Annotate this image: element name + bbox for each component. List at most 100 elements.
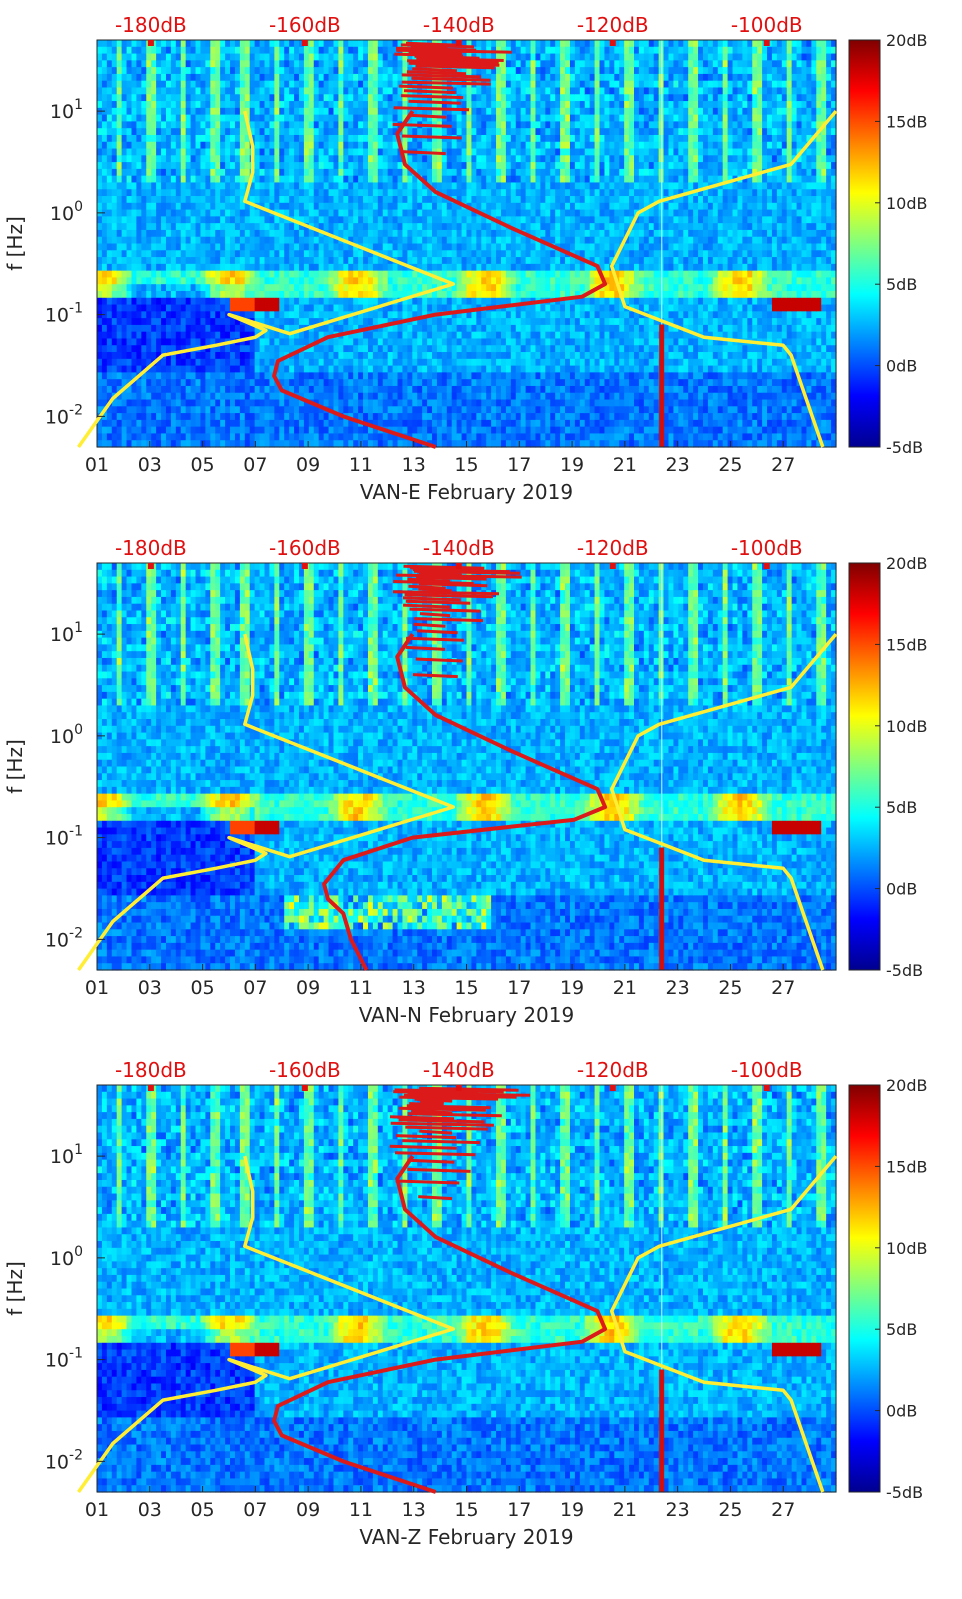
colorbar-label: 5dB [886,798,917,817]
colorbar-label: 15dB [886,112,928,131]
x-tick-label: 17 [507,1499,531,1521]
colorbar-label: 20dB [886,554,928,573]
top-tick-mark [764,1085,770,1091]
noise-peak [407,579,450,581]
colorbar-label: -5dB [886,961,923,980]
colorbar-label: 20dB [886,1076,928,1095]
top-tick-label: -140dB [423,1058,495,1082]
top-tick-label: -180dB [115,1058,187,1082]
noise-peak [416,659,463,661]
noise-peak [396,1136,456,1138]
noise-peak [408,1114,502,1116]
noise-peak [391,1123,494,1125]
colorbar-label: 0dB [886,357,917,376]
noise-peak [390,1117,454,1119]
top-tick-label: -120dB [577,13,649,37]
x-tick-label: 21 [613,977,637,999]
top-tick-mark [610,563,616,569]
noise-peak [407,1106,491,1108]
colorbar-label: 15dB [886,1157,928,1176]
y-tick-label: 101 [50,1142,83,1168]
colorbar-label: 0dB [886,1402,917,1421]
colorbar-label: 5dB [886,1320,917,1339]
noise-peak [402,1141,480,1143]
top-tick-label: -100dB [731,1058,803,1082]
x-tick-label: 01 [85,1499,109,1521]
noise-peak [402,136,462,138]
y-tick-label: 100 [50,199,83,225]
x-tick-label: 23 [666,977,690,999]
noise-peak [420,614,450,616]
x-tick-label: 11 [349,454,373,476]
noise-peak [407,1160,454,1162]
top-tick-mark [456,40,462,46]
y-axis-label: f [Hz] [3,1261,27,1316]
noise-peak [399,86,453,88]
noise-peak [402,75,481,77]
colorbar-label: -5dB [886,1483,923,1502]
y-tick-label: 10-2 [45,1447,83,1473]
x-tick-label: 13 [402,1499,426,1521]
x-tick-label: 17 [507,454,531,476]
top-tick-mark [764,563,770,569]
noise-peak [395,1153,475,1155]
top-tick-mark [456,563,462,569]
x-axis-label: VAN-Z February 2019 [359,1525,573,1549]
top-tick-label: -120dB [577,1058,649,1082]
noise-peak [406,647,445,649]
y-tick-label: 10-2 [45,925,83,951]
x-tick-label: 15 [454,1499,478,1521]
noise-peak [412,69,457,71]
x-tick-label: 01 [85,454,109,476]
colorbar-label: 0dB [886,880,917,899]
top-tick-label: -180dB [115,536,187,560]
top-tick-label: -160dB [269,13,341,37]
noise-peak [409,115,446,117]
event-marker [659,847,664,970]
panel-2: 01 03 05 07 09 11 13 15 17 19 21 23 25 27-180dB -160dB… [3,1058,928,1549]
y-tick-label: 101 [50,620,83,646]
noise-peak [406,601,471,603]
x-tick-label: 07 [243,977,267,999]
colorbar-label: -5dB [886,438,923,457]
top-tick-mark [148,563,154,569]
colorbar-label: 10dB [886,194,928,213]
top-tick-mark [148,1085,154,1091]
y-tick-label: 10-1 [45,301,83,327]
x-tick-label: 23 [666,454,690,476]
x-tick-label: 09 [296,1499,320,1521]
noise-peak [414,619,483,621]
top-tick-label: -100dB [731,536,803,560]
x-tick-label: 15 [454,977,478,999]
x-tick-label: 09 [296,454,320,476]
panel-1: 01 03 05 07 09 11 13 15 17 19 21 23 25 27-180dB -160dB… [3,536,928,1027]
noise-peak [413,675,458,677]
noise-peak [403,605,450,607]
top-tick-mark [302,563,308,569]
y-tick-label: 10-2 [45,402,83,428]
panel-0: 01 03 05 07 09 11 13 15 17 19 21 23 25 27-180dB -160dB… [3,13,928,504]
x-tick-label: 19 [560,1499,584,1521]
x-tick-label: 05 [190,977,214,999]
noise-peak [404,566,485,568]
y-tick-label: 101 [50,97,83,123]
colorbar-label: 10dB [886,1239,928,1258]
colorbar-label: 20dB [886,31,928,50]
y-axis-label: f [Hz] [3,216,27,271]
x-tick-label: 07 [243,1499,267,1521]
x-tick-label: 17 [507,977,531,999]
x-tick-label: 19 [560,454,584,476]
noise-peak [404,91,456,93]
x-tick-label: 19 [560,977,584,999]
x-tick-label: 25 [718,1499,742,1521]
x-tick-label: 15 [454,454,478,476]
noise-peak [406,638,464,640]
x-tick-label: 01 [85,977,109,999]
noise-peak [419,1088,518,1090]
noise-peak [418,1197,452,1199]
top-tick-label: -160dB [269,536,341,560]
x-tick-label: 21 [613,1499,637,1521]
top-tick-label: -120dB [577,536,649,560]
y-tick-label: 100 [50,1244,83,1270]
